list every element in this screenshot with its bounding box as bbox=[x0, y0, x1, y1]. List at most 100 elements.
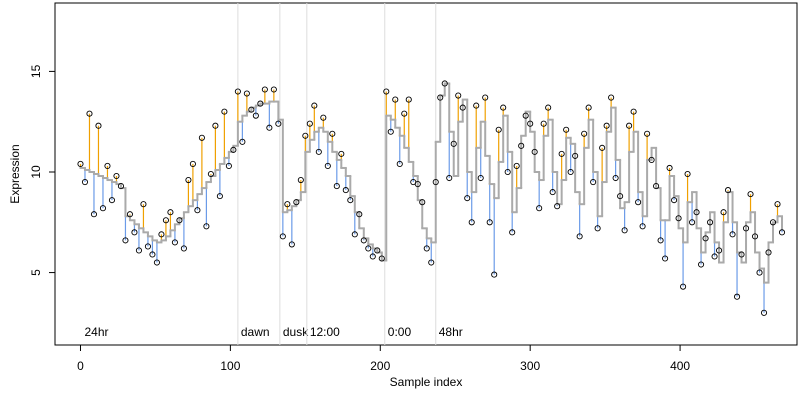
point bbox=[585, 104, 592, 111]
point bbox=[729, 231, 736, 238]
point bbox=[662, 255, 669, 262]
point bbox=[396, 160, 403, 167]
point bbox=[131, 229, 138, 236]
event-label: 48hr bbox=[439, 325, 463, 339]
point bbox=[230, 146, 237, 153]
point bbox=[639, 223, 646, 230]
point bbox=[252, 112, 259, 119]
point bbox=[158, 231, 165, 238]
point bbox=[707, 219, 714, 226]
point bbox=[702, 235, 709, 242]
point bbox=[698, 261, 705, 268]
point bbox=[117, 183, 125, 190]
point bbox=[347, 197, 354, 204]
point bbox=[203, 223, 210, 230]
point bbox=[716, 247, 723, 254]
point bbox=[751, 233, 759, 240]
point bbox=[477, 174, 484, 182]
point bbox=[176, 217, 183, 224]
point bbox=[558, 150, 565, 157]
point bbox=[329, 130, 336, 137]
point bbox=[464, 195, 471, 202]
point bbox=[212, 122, 219, 129]
point bbox=[495, 126, 502, 133]
point bbox=[693, 209, 700, 216]
point bbox=[491, 271, 498, 278]
point bbox=[617, 193, 624, 200]
point bbox=[122, 237, 129, 244]
point bbox=[194, 207, 201, 214]
point bbox=[185, 176, 192, 184]
point bbox=[657, 237, 664, 244]
point bbox=[446, 174, 453, 182]
point bbox=[518, 142, 525, 149]
point bbox=[257, 100, 264, 107]
point bbox=[167, 209, 174, 216]
point bbox=[225, 162, 232, 170]
point bbox=[437, 94, 444, 101]
point bbox=[500, 104, 507, 111]
point bbox=[189, 160, 196, 167]
point bbox=[504, 168, 511, 176]
point bbox=[778, 229, 786, 236]
point bbox=[333, 183, 340, 190]
point bbox=[459, 104, 466, 111]
point bbox=[428, 259, 435, 266]
point bbox=[626, 122, 633, 129]
point bbox=[338, 150, 345, 157]
point bbox=[756, 269, 763, 276]
point bbox=[536, 205, 543, 212]
point bbox=[149, 251, 156, 258]
point bbox=[320, 114, 327, 121]
point bbox=[684, 170, 691, 178]
point bbox=[77, 160, 84, 167]
x-tick-label: 200 bbox=[370, 359, 390, 373]
point bbox=[531, 148, 538, 155]
point bbox=[432, 178, 439, 186]
point bbox=[720, 209, 727, 216]
point bbox=[261, 86, 268, 93]
point bbox=[603, 122, 610, 129]
point bbox=[468, 219, 475, 226]
point bbox=[675, 215, 682, 222]
point bbox=[554, 203, 561, 210]
y-axis-label: Expression bbox=[8, 144, 22, 203]
point bbox=[95, 122, 102, 129]
point bbox=[356, 211, 363, 218]
point bbox=[207, 170, 214, 178]
point bbox=[689, 219, 696, 226]
point bbox=[342, 187, 349, 194]
x-tick-label: 400 bbox=[670, 359, 690, 373]
point bbox=[284, 201, 291, 208]
point bbox=[405, 96, 412, 103]
point bbox=[540, 120, 547, 127]
point bbox=[221, 108, 228, 115]
x-tick-label: 100 bbox=[220, 359, 240, 373]
point bbox=[774, 201, 781, 208]
point bbox=[653, 183, 660, 190]
x-axis-label: Sample index bbox=[390, 375, 463, 389]
point bbox=[324, 162, 331, 170]
point bbox=[180, 245, 187, 252]
point bbox=[144, 243, 151, 250]
point bbox=[549, 189, 556, 196]
point bbox=[765, 249, 772, 256]
point bbox=[711, 253, 718, 260]
y-tick-label: 10 bbox=[29, 165, 43, 179]
event-label: dawn bbox=[241, 325, 270, 339]
point bbox=[522, 112, 529, 119]
point bbox=[509, 229, 516, 236]
point bbox=[742, 225, 750, 232]
point bbox=[648, 156, 655, 163]
point bbox=[162, 217, 169, 224]
point bbox=[545, 104, 552, 111]
point bbox=[590, 178, 597, 186]
point bbox=[563, 126, 570, 133]
point bbox=[513, 162, 520, 170]
point bbox=[608, 94, 615, 101]
event-label: dusk bbox=[283, 325, 309, 339]
point bbox=[423, 245, 430, 252]
point bbox=[671, 197, 678, 204]
point bbox=[414, 181, 421, 188]
